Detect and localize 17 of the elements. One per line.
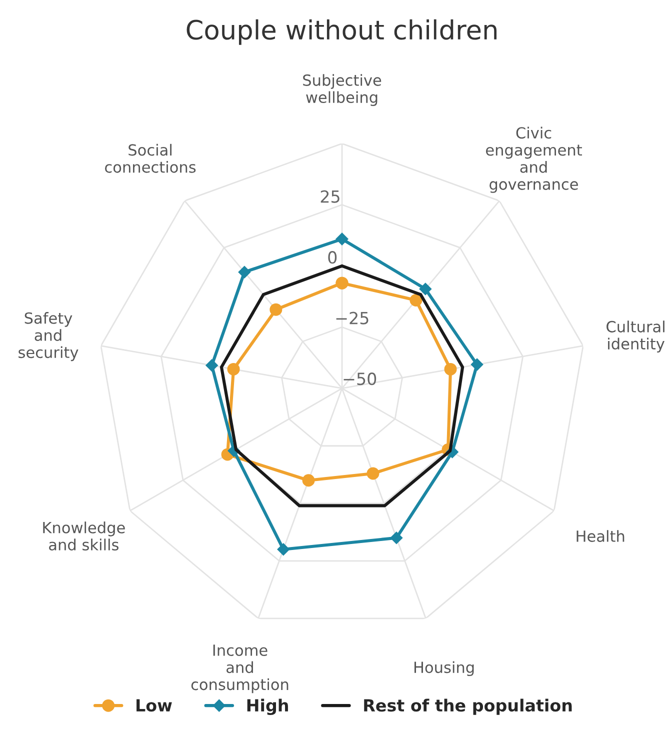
legend-label: Low bbox=[136, 699, 172, 712]
spoke-label: Safety and security bbox=[18, 312, 78, 362]
y-tick-label: 25 bbox=[320, 190, 340, 203]
spoke-label: Housing bbox=[414, 661, 474, 676]
legend-label: High bbox=[247, 698, 288, 715]
chart-title: Couple without children bbox=[186, 19, 497, 45]
y-tick-label: −50 bbox=[344, 372, 376, 386]
spoke-label: Health bbox=[576, 530, 624, 542]
spoke-label: Subjective wellbeing bbox=[303, 74, 382, 106]
y-tick-label: −25 bbox=[336, 312, 368, 324]
spoke-label: Income and consumption bbox=[191, 644, 288, 694]
spoke-label: Cultural identity bbox=[606, 320, 664, 353]
spoke-label: Knowledge and skills bbox=[43, 522, 125, 550]
spoke-label: Social connections bbox=[105, 144, 196, 173]
spoke-label: Civic engagement and governance bbox=[486, 126, 582, 193]
y-tick-label: 0 bbox=[328, 251, 337, 264]
legend-label: Rest of the population bbox=[364, 698, 572, 715]
